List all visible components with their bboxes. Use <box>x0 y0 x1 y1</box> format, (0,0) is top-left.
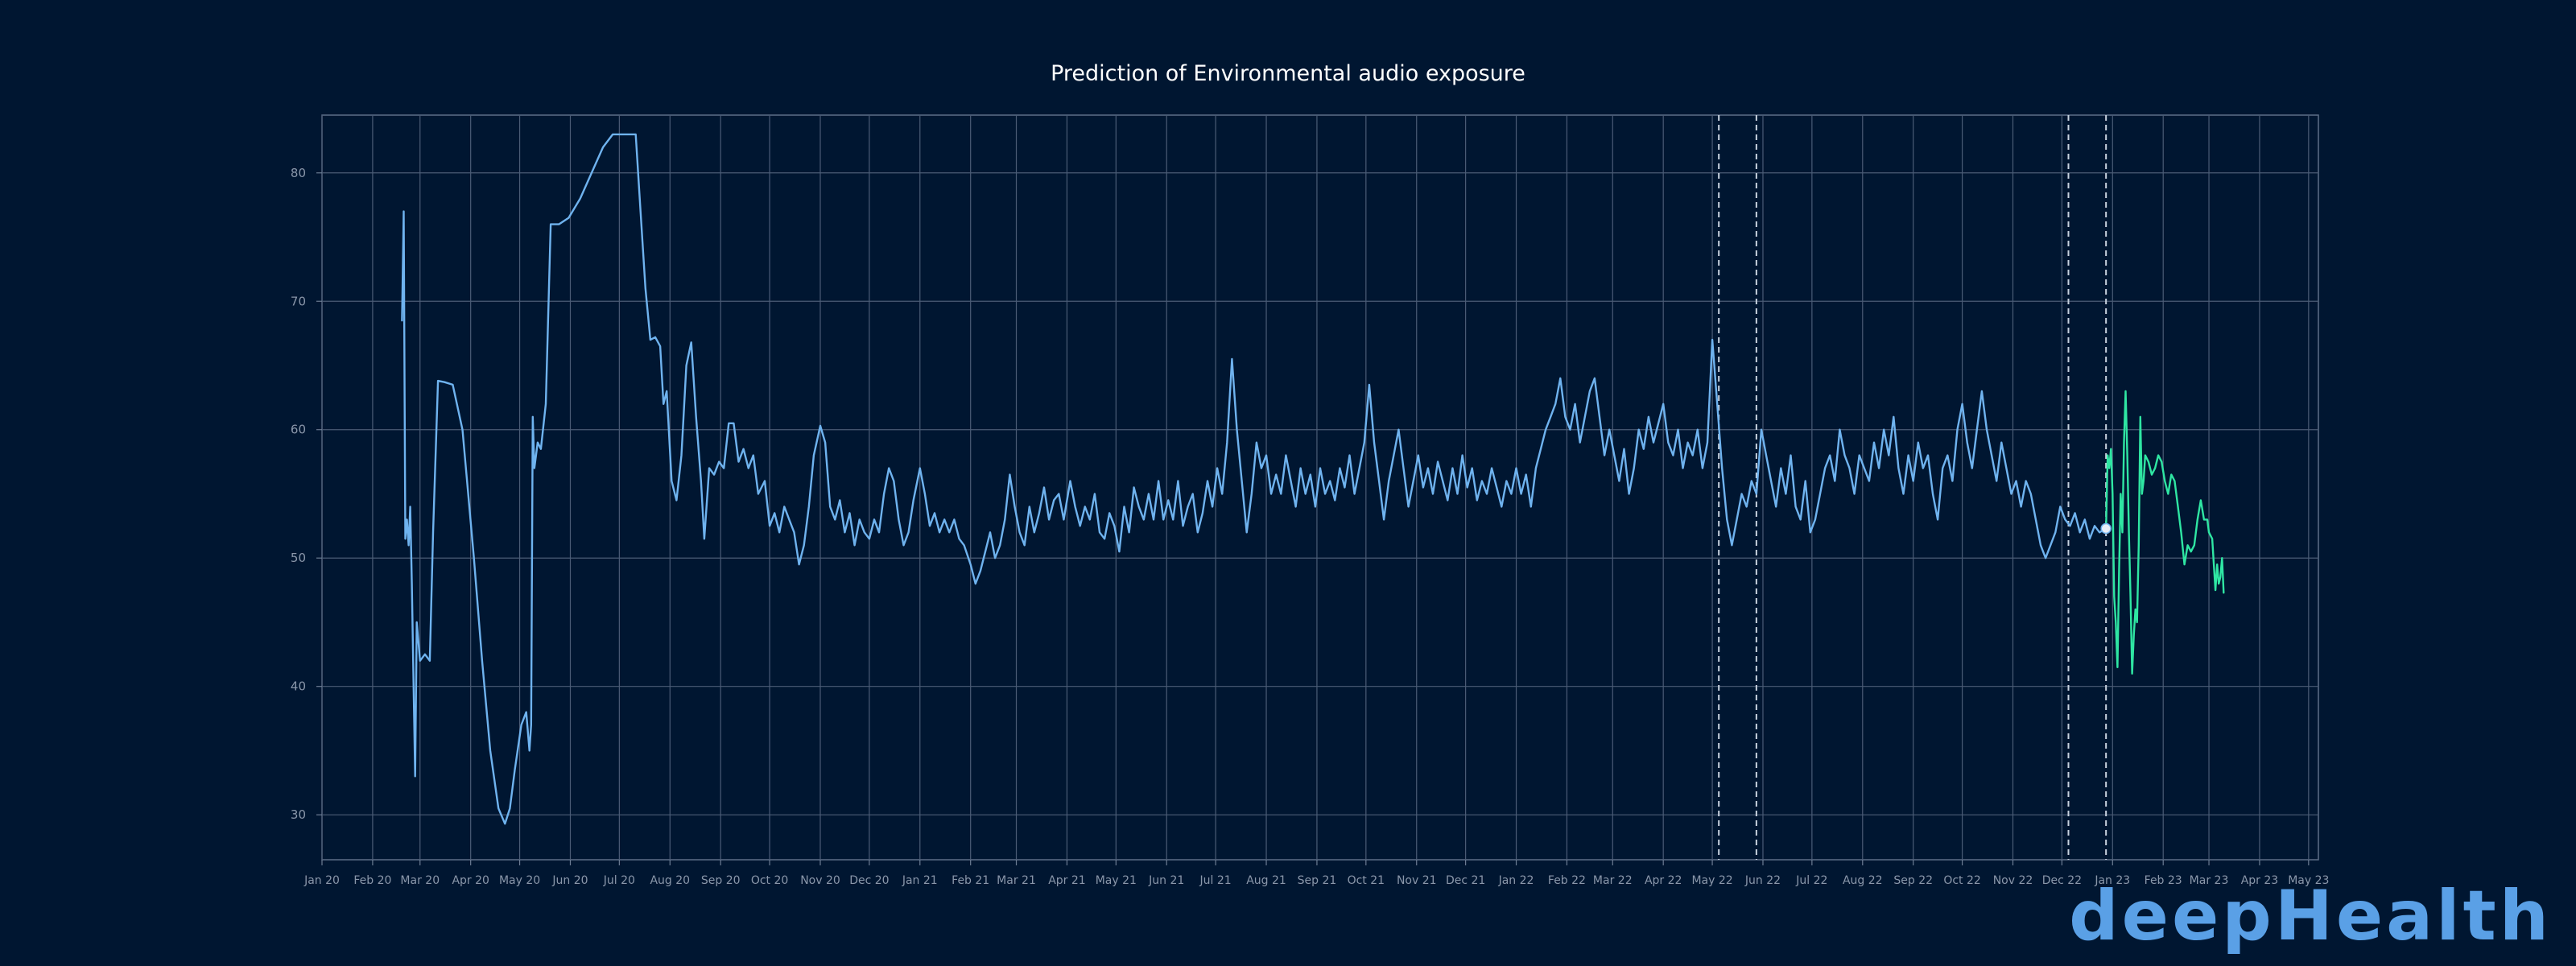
x-tick-label: Feb 20 <box>353 874 391 887</box>
x-tick-label: Jul 20 <box>603 874 635 887</box>
x-tick-label: Jun 21 <box>1148 874 1184 887</box>
x-tick-label: Jan 22 <box>1498 874 1534 887</box>
y-tick-label: 40 <box>291 679 306 694</box>
x-tick-label: Feb 22 <box>1548 874 1586 887</box>
x-tick-label: Mar 20 <box>400 874 440 887</box>
x-tick-label: Dec 21 <box>1446 874 1485 887</box>
x-tick-label: Mar 21 <box>997 874 1036 887</box>
x-tick-label: Jan 20 <box>303 874 340 887</box>
x-tick-label: Aug 20 <box>650 874 690 887</box>
deephealth-logo: deepHealth <box>2069 876 2552 956</box>
x-tick-label: May 21 <box>1096 874 1137 887</box>
x-tick-label: Apr 21 <box>1048 874 1085 887</box>
x-tick-label: Mar 23 <box>2190 874 2229 887</box>
x-tick-label: Sep 21 <box>1298 874 1337 887</box>
x-tick-label: Apr 22 <box>1645 874 1682 887</box>
x-tick-label: Apr 23 <box>2241 874 2278 887</box>
x-tick-label: Oct 21 <box>1348 874 1385 887</box>
x-tick-label: May 20 <box>499 874 540 887</box>
y-tick-label: 70 <box>291 294 306 308</box>
y-tick-label: 50 <box>291 551 306 565</box>
x-tick-label: Apr 20 <box>452 874 489 887</box>
prediction-series-line <box>2104 390 2225 675</box>
chart-title: Prediction of Environmental audio exposu… <box>1051 61 1525 86</box>
x-tick-label: Jun 22 <box>1744 874 1781 887</box>
x-tick-label: Feb 23 <box>2145 874 2182 887</box>
x-tick-label: Jul 21 <box>1199 874 1232 887</box>
series-lines <box>401 133 2225 825</box>
x-tick-label: Dec 22 <box>2042 874 2082 887</box>
vertical-markers <box>1718 115 2107 860</box>
x-tick-label: Sep 20 <box>701 874 741 887</box>
x-tick-label: Aug 21 <box>1246 874 1286 887</box>
plot-frame <box>321 114 2319 861</box>
x-tick-label: Oct 20 <box>751 874 788 887</box>
history-series-line <box>401 133 2107 825</box>
prediction-start-point <box>2100 522 2112 535</box>
x-tick-label: Aug 22 <box>1843 874 1883 887</box>
x-tick-label: Jun 20 <box>551 874 588 887</box>
y-tick-label: 80 <box>291 166 306 180</box>
x-tick-label: May 22 <box>1691 874 1732 887</box>
x-tick-label: Dec 20 <box>849 874 889 887</box>
x-tick-label: Jul 22 <box>1795 874 1827 887</box>
x-tick-label: Jan 21 <box>902 874 938 887</box>
x-tick-label: Mar 22 <box>1593 874 1633 887</box>
x-tick-label: Nov 22 <box>1993 874 2033 887</box>
grid <box>321 114 2319 861</box>
x-tick-label: Oct 22 <box>1943 874 1980 887</box>
axes: Jan 20 Feb 20 Mar 20 Apr 20 May 20 Jun 20 Jul … <box>291 166 2330 887</box>
y-tick-label: 60 <box>291 423 306 437</box>
x-tick-label: Sep 22 <box>1893 874 1933 887</box>
x-tick-label: Feb 21 <box>952 874 989 887</box>
x-tick-label: Nov 20 <box>800 874 840 887</box>
y-tick-label: 30 <box>291 807 306 822</box>
x-tick-label: Nov 21 <box>1397 874 1437 887</box>
x-tick-label: May 23 <box>2288 874 2329 887</box>
x-tick-label: Jan 23 <box>2094 874 2130 887</box>
